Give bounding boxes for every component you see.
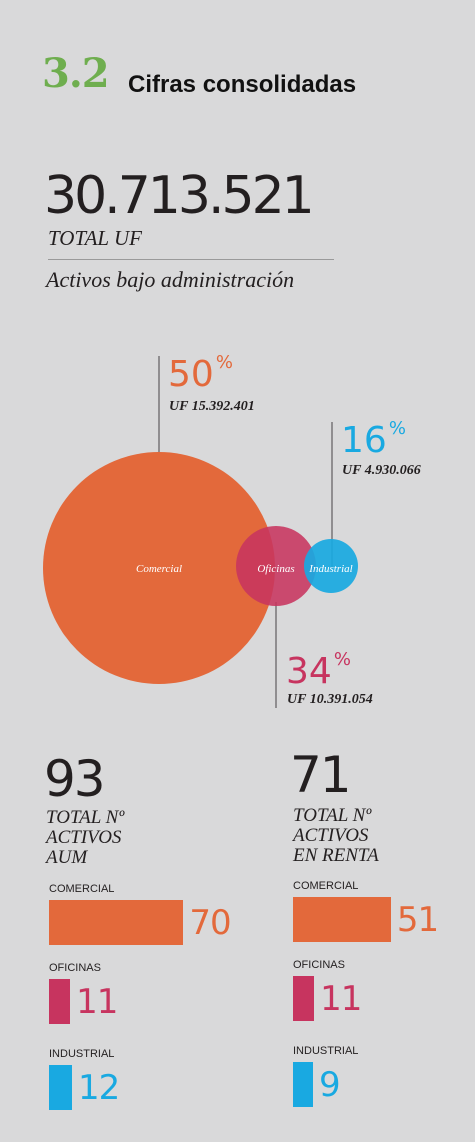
bubble-label-comercial: Comercial: [136, 563, 182, 575]
bar-category-comercial: COMERCIAL: [49, 883, 115, 895]
percent-symbol: %: [333, 649, 351, 670]
bar-category-oficinas: OFICINAS: [49, 962, 101, 974]
bar-category-industrial: INDUSTRIAL: [49, 1048, 115, 1060]
bubble-chart: Comercial Oficinas Industrial: [43, 356, 358, 708]
bar-category-oficinas: OFICINAS: [293, 959, 345, 971]
percent-symbol: %: [388, 418, 406, 439]
bubble-label-oficinas: Oficinas: [257, 563, 294, 575]
comercial-percent: 50%: [168, 352, 233, 395]
bar-industrial: [293, 1062, 313, 1107]
oficinas-uf: UF 10.391.054: [287, 692, 373, 707]
bar-value-industrial: 9: [319, 1065, 341, 1105]
percent-symbol: %: [215, 352, 233, 373]
industrial-uf: UF 4.930.066: [342, 463, 421, 478]
total-uf-value: 30.713.521: [44, 166, 315, 226]
divider: [48, 259, 334, 260]
section-number: 3.2: [42, 50, 110, 97]
bar-comercial: [293, 897, 391, 942]
bar-oficinas: [293, 976, 315, 1021]
bar-value-oficinas: 11: [320, 979, 362, 1019]
bubble-label-industrial: Industrial: [308, 563, 352, 575]
comercial-uf: UF 15.392.401: [169, 399, 255, 414]
bar-comercial: [49, 900, 184, 945]
industrial-percent: 16%: [341, 418, 406, 461]
total-assets-rent-count: 71: [290, 746, 352, 804]
bubble-industrial: [304, 539, 358, 593]
total-assets-aum-count: 93: [44, 750, 106, 808]
section-title: Cifras consolidadas: [128, 71, 357, 98]
total-uf-label: TOTAL UF: [48, 226, 142, 250]
bar-value-oficinas: 11: [76, 982, 118, 1022]
total-assets-rent-label: TOTAL Nº ACTIVOS EN RENTA: [293, 805, 379, 866]
bar-oficinas: [49, 979, 71, 1024]
assets-subtitle: Activos bajo administración: [46, 267, 295, 292]
bar-value-comercial: 51: [396, 900, 439, 940]
bar-category-industrial: INDUSTRIAL: [293, 1045, 359, 1057]
bar-category-comercial: COMERCIAL: [293, 880, 359, 892]
total-assets-aum-label: TOTAL Nº ACTIVOS AUM: [46, 807, 125, 868]
bubble-oficinas: [236, 526, 316, 606]
oficinas-percent: 34%: [286, 649, 351, 692]
bubble-comercial: [43, 452, 275, 684]
bar-industrial: [49, 1065, 73, 1110]
bar-value-industrial: 12: [78, 1068, 120, 1108]
bar-value-comercial: 70: [189, 903, 231, 943]
